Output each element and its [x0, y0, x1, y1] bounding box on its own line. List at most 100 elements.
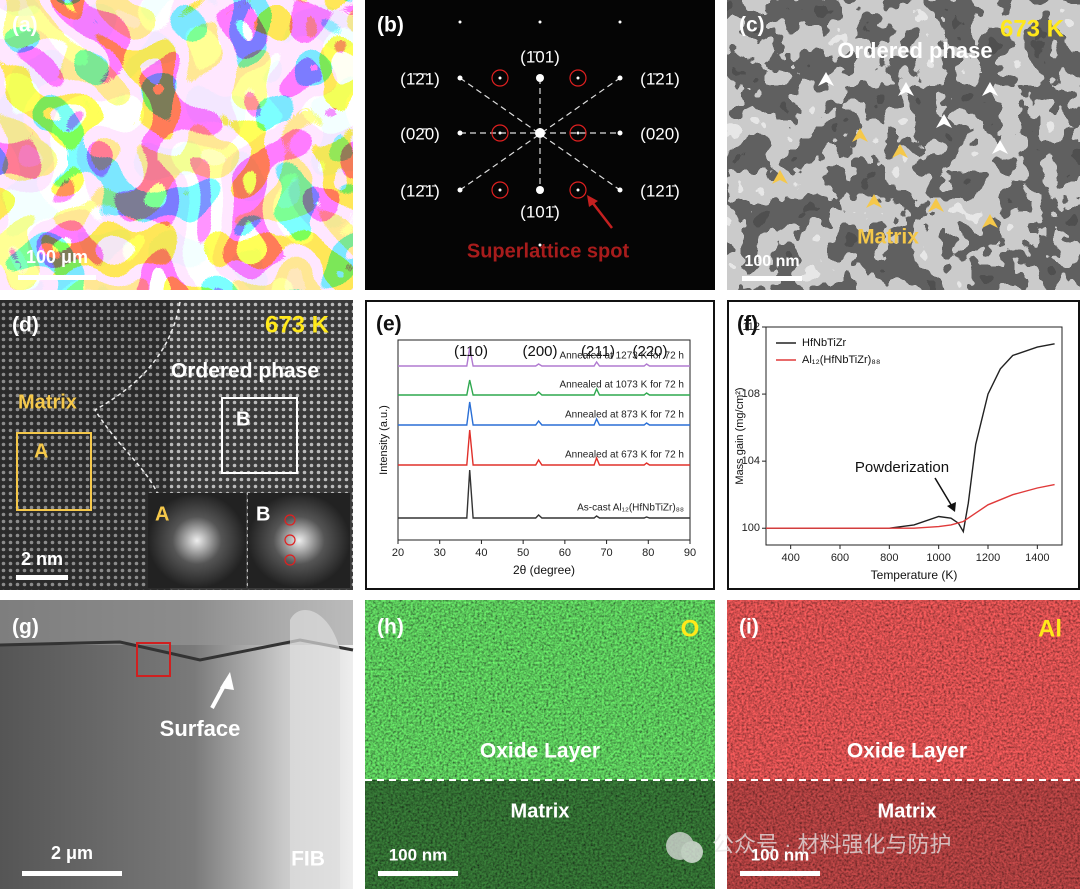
spot — [576, 188, 580, 192]
layer-label: Matrix — [878, 800, 937, 822]
arrowhead — [866, 194, 882, 208]
arrowhead — [982, 214, 998, 228]
marker-circle — [569, 124, 587, 142]
phase-boundary — [93, 301, 181, 501]
x-axis-label: 2θ (degree) — [513, 563, 575, 577]
zone-line — [459, 77, 621, 191]
marker-circle — [491, 69, 509, 87]
scale-bar — [742, 276, 802, 281]
temperature: 673 K — [1000, 15, 1065, 42]
series-line — [398, 469, 690, 519]
series-line — [766, 483, 1055, 529]
spot — [457, 130, 463, 136]
method-label: FIB — [291, 848, 325, 871]
matrix-shade — [727, 780, 1080, 889]
panel-label: (i) — [739, 616, 759, 639]
peak-label: (110) — [454, 343, 488, 360]
fft-circles — [284, 514, 296, 566]
x-tick-label: 1000 — [926, 552, 950, 564]
legend-label: Al₁₂(HfNbTiZr)₈₈ — [802, 354, 880, 366]
arrowhead — [772, 170, 788, 184]
series-label: Annealed at 1273 K for 72 h — [559, 351, 684, 362]
x-tick-label: 600 — [831, 552, 849, 564]
annotation-arrow-head — [947, 502, 956, 512]
spot — [576, 131, 580, 135]
spot-label: (101̄) — [520, 202, 560, 221]
spot — [618, 20, 622, 24]
spot — [536, 74, 544, 82]
panel-label: (d) — [12, 314, 39, 337]
scale-label: 100 μm — [26, 247, 88, 267]
x-tick-label: 20 — [392, 547, 404, 559]
watermark-text: 公众号 · 材料强化与防护 — [712, 832, 952, 857]
layer-label: Oxide Layer — [480, 740, 600, 763]
inset-label: A — [155, 503, 169, 525]
eds-map — [727, 600, 1080, 889]
marker-circle — [569, 181, 587, 199]
spot — [538, 20, 542, 24]
phase-label: Matrix — [857, 226, 919, 249]
spot-label: (121̄) — [640, 181, 680, 200]
x-axis-label: Temperature (K) — [871, 568, 958, 582]
layer-label: Oxide Layer — [847, 740, 967, 763]
spot-labels: (1̄2̄1) (1̄01) (1̄21) (02̄0) (020) (12̄1… — [400, 47, 680, 221]
marker-circle — [491, 181, 509, 199]
y-axis-label: Intensity (a.u.) — [378, 405, 390, 475]
marker-circle — [569, 69, 587, 87]
scale-bar — [740, 871, 820, 876]
micrograph — [727, 0, 1080, 290]
spot-label: (1̄2̄1) — [400, 69, 440, 88]
y-tick-label: 112 — [742, 321, 760, 333]
chart-frame — [365, 300, 715, 590]
grain-map — [0, 0, 353, 290]
panel-label: (c) — [739, 14, 765, 37]
annotation: Superlattice spot — [467, 240, 630, 262]
box-a — [16, 432, 92, 511]
chart-frame — [727, 300, 1080, 590]
eds-map — [365, 600, 715, 889]
arrowhead — [898, 82, 914, 96]
element-label: Al — [1038, 615, 1062, 642]
phase-label: Ordered phase — [171, 360, 319, 383]
inset-label: B — [256, 503, 270, 525]
panel-label: (h) — [377, 616, 404, 639]
fft-inset — [248, 493, 350, 588]
phase-label: Ordered phase — [837, 38, 992, 63]
x-tick-label: 40 — [475, 547, 487, 559]
spot — [617, 75, 623, 81]
spot — [617, 130, 623, 136]
annotation-arrow — [934, 477, 954, 509]
arrowhead — [928, 198, 944, 212]
spot — [617, 187, 623, 193]
arrow-head — [220, 672, 234, 690]
annotation: Surface — [160, 716, 241, 741]
series-line — [398, 401, 690, 426]
scale-label: 100 nm — [389, 845, 448, 864]
spots — [457, 20, 623, 247]
marker-circle — [284, 514, 296, 526]
arrowhead — [992, 140, 1008, 154]
layer-label: Matrix — [511, 800, 570, 822]
yellow-arrows — [772, 128, 998, 228]
fft-inset — [148, 493, 246, 588]
panel-label: (g) — [12, 616, 39, 639]
region-box — [136, 642, 171, 677]
x-tick-label: 60 — [559, 547, 571, 559]
spot — [457, 75, 463, 81]
arrowhead — [892, 144, 908, 158]
series-line — [398, 379, 690, 396]
spot-label: (02̄0) — [400, 124, 440, 143]
arrowhead — [982, 82, 998, 96]
series-label: Annealed at 673 K for 72 h — [565, 450, 684, 461]
arrowhead — [852, 128, 868, 142]
spot — [457, 187, 463, 193]
x-tick-label: 1200 — [976, 552, 1000, 564]
zone-line — [459, 77, 621, 191]
scale-label: 2 nm — [21, 549, 63, 569]
scale-bar — [18, 275, 96, 280]
spot — [498, 188, 502, 192]
scale-bar — [378, 871, 458, 876]
phase-label: Matrix — [18, 391, 77, 413]
series-label: Annealed at 1073 K for 72 h — [559, 380, 684, 391]
